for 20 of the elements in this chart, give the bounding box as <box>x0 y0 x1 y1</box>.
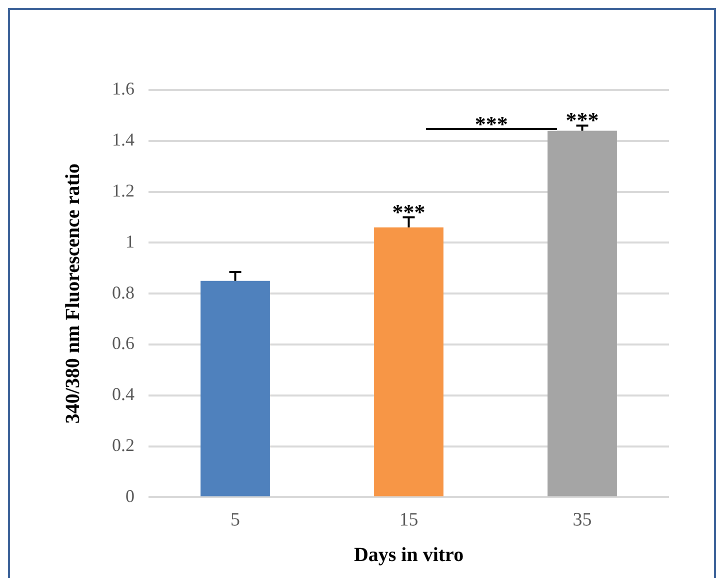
x-axis-title: Days in vitro <box>354 544 464 566</box>
y-tick-label: 0.4 <box>112 384 134 404</box>
annotation: *** <box>392 199 426 224</box>
y-tick-label: 0.2 <box>112 435 134 456</box>
x-tick-label: 5 <box>230 510 240 531</box>
y-tick-label: 0 <box>126 486 134 506</box>
x-tick-label: 15 <box>399 510 418 531</box>
bar <box>374 227 444 496</box>
annotation: *** <box>566 108 599 133</box>
y-tick-label: 1 <box>126 231 134 252</box>
y-tick-label: 0.8 <box>112 282 134 302</box>
y-tick-label: 0.6 <box>112 333 134 354</box>
y-tick-label: 1.4 <box>112 130 134 150</box>
bar <box>200 280 270 496</box>
y-axis-title: 340/380 nm Fluorescence ratio <box>62 164 84 424</box>
bar <box>548 130 617 496</box>
x-tick-label: 35 <box>572 510 592 531</box>
y-tick-label: 1.2 <box>112 180 134 201</box>
y-tick-label: 1.6 <box>112 78 134 99</box>
annotation: *** <box>474 112 508 137</box>
